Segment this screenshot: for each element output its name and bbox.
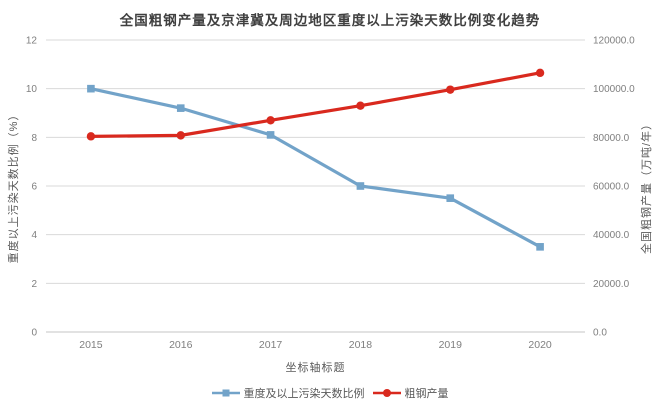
series-1-marker (266, 116, 275, 125)
y-right-tick-label: 40000.0 (593, 230, 630, 241)
series-line-1 (90, 71, 541, 138)
y-axis-right-title: 全国粗钢产量（万吨/年） (641, 117, 653, 255)
legend-label-pollution-days-ratio: 重度及以上污染天数比例 (243, 388, 365, 400)
series-0-marker (356, 182, 365, 190)
legend-item-pollution-days-ratio: 重度及以上污染天数比例 (211, 385, 365, 401)
y-left-tick-label: 4 (31, 230, 37, 241)
y-left-tick-label: 6 (31, 182, 37, 193)
y-right-tick-label: 60000.0 (593, 182, 630, 193)
series-1-marker (176, 131, 185, 140)
x-tick-label: 2019 (439, 339, 463, 351)
y-right-tick-label: 120000.0 (593, 36, 635, 47)
series-0-marker (446, 194, 455, 202)
x-tick-label: 2017 (259, 339, 283, 351)
legend-line-square-icon (211, 389, 240, 397)
x-tick-label: 2016 (169, 339, 193, 351)
series-1-marker (535, 68, 545, 78)
legend-item-crude-steel-output: 粗钢产量 (372, 385, 449, 401)
y-left-tick-label: 10 (26, 84, 38, 95)
x-tick-label: 2018 (349, 339, 373, 351)
x-tick-label: 2015 (79, 339, 103, 351)
series-0-marker (536, 243, 544, 251)
x-axis-title: 坐标轴标题 (285, 362, 346, 374)
series-line-0 (90, 87, 541, 249)
y-right-tick-label: 100000.0 (593, 84, 635, 95)
legend-line-circle-icon (372, 389, 401, 397)
series-1-marker (86, 132, 96, 141)
y-left-tick-label: 12 (26, 36, 38, 47)
y-left-tick-label: 8 (31, 133, 37, 144)
y-left-tick-label: 2 (31, 279, 37, 290)
y-left-tick-label: 0 (31, 328, 37, 339)
y-axis-left-title: 重度以上污染天数比例（%） (8, 108, 20, 264)
series-1-marker (356, 101, 365, 110)
series-0-marker (266, 131, 275, 139)
chart-title: 全国粗钢产量及京津冀及周边地区重度以上污染天数比例变化趋势 (119, 13, 541, 28)
x-tick-label: 2020 (528, 339, 552, 351)
series-1-marker (446, 85, 455, 94)
series-0-marker (176, 104, 185, 112)
legend: 重度及以上污染天数比例 粗钢产量 (0, 385, 660, 401)
series-0-marker (87, 84, 95, 93)
legend-label-crude-steel-output: 粗钢产量 (404, 388, 449, 400)
y-right-tick-label: 0.0 (593, 328, 607, 339)
y-right-tick-label: 80000.0 (593, 133, 630, 144)
y-right-tick-label: 20000.0 (593, 279, 630, 290)
